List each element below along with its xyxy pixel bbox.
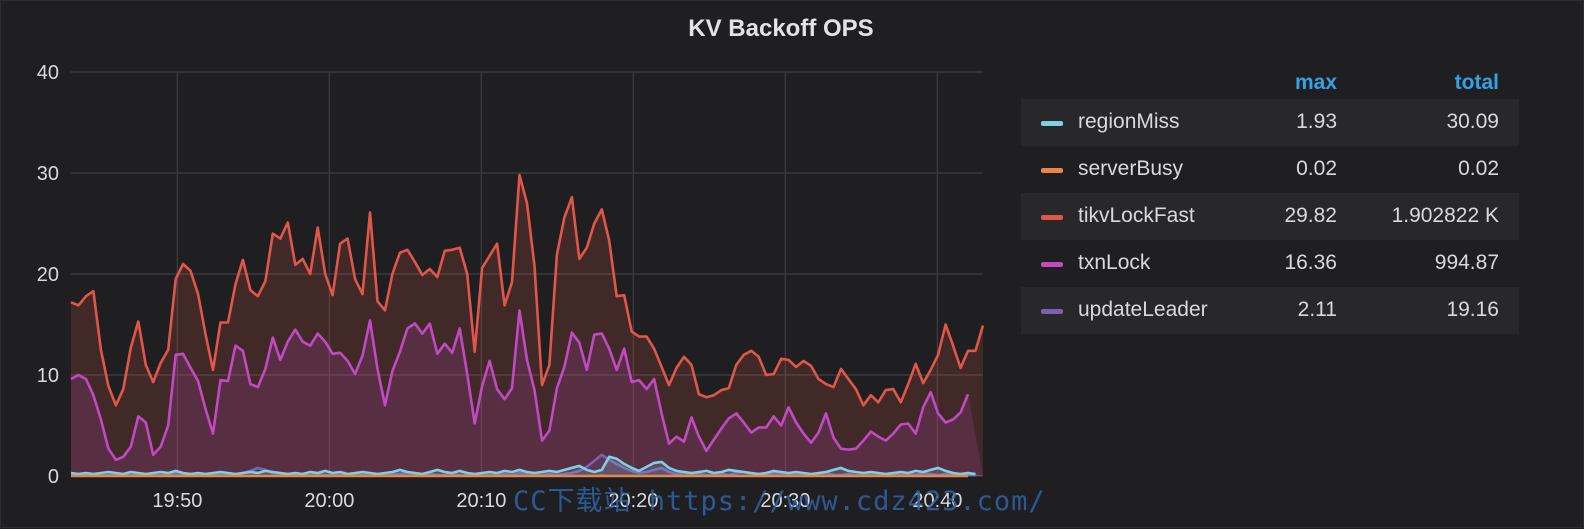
legend-series-name[interactable]: regionMiss bbox=[1078, 110, 1180, 134]
legend-series-name[interactable]: tikvLockFast bbox=[1078, 204, 1195, 228]
x-tick-label: 20:10 bbox=[456, 490, 506, 512]
x-tick-label: 20:00 bbox=[304, 490, 354, 512]
legend-max-value: 16.36 bbox=[1284, 251, 1337, 275]
x-tick-label: 19:50 bbox=[152, 490, 202, 512]
legend-total-value: 19.16 bbox=[1446, 298, 1499, 322]
y-tick-label: 0 bbox=[48, 466, 59, 488]
legend-max-value: 29.82 bbox=[1284, 204, 1337, 228]
legend-swatch[interactable] bbox=[1041, 262, 1063, 267]
watermark-text: CC下载站 https://www.cdz423.com/ bbox=[513, 479, 1046, 518]
legend-total-value: 1.902822 K bbox=[1392, 204, 1499, 228]
series-group bbox=[71, 175, 983, 476]
legend-total-value: 0.02 bbox=[1458, 157, 1499, 181]
legend-max-value: 1.93 bbox=[1296, 110, 1337, 134]
legend-max-value: 0.02 bbox=[1296, 157, 1337, 181]
legend-header-max[interactable]: max bbox=[1295, 71, 1337, 95]
legend-row-tikvLockFast[interactable]: tikvLockFast 29.82 1.902822 K bbox=[1021, 193, 1519, 240]
y-axis: 0 10 20 30 40 bbox=[37, 62, 59, 488]
legend-row-regionMiss[interactable]: regionMiss 1.93 30.09 bbox=[1021, 99, 1519, 146]
legend-series-name[interactable]: updateLeader bbox=[1078, 298, 1208, 322]
y-tick-label: 30 bbox=[37, 163, 59, 185]
legend-row-serverBusy[interactable]: serverBusy 0.02 0.02 bbox=[1021, 146, 1519, 193]
legend-total-value: 30.09 bbox=[1446, 110, 1499, 134]
legend-row-updateLeader[interactable]: updateLeader 2.11 19.16 bbox=[1021, 287, 1519, 334]
legend-max-value: 2.11 bbox=[1298, 298, 1337, 322]
legend-header-total[interactable]: total bbox=[1455, 71, 1499, 95]
legend-swatch[interactable] bbox=[1041, 215, 1063, 220]
y-tick-label: 40 bbox=[37, 62, 59, 84]
legend-swatch[interactable] bbox=[1041, 121, 1063, 126]
y-tick-label: 20 bbox=[37, 264, 59, 286]
legend-row-txnLock[interactable]: txnLock 16.36 994.87 bbox=[1021, 240, 1519, 287]
legend-series-name[interactable]: serverBusy bbox=[1078, 157, 1183, 181]
legend-swatch[interactable] bbox=[1041, 168, 1063, 173]
y-tick-label: 10 bbox=[37, 365, 59, 387]
legend-total-value: 994.87 bbox=[1435, 251, 1499, 275]
legend-header: max total bbox=[1021, 67, 1519, 99]
legend-table: max total regionMiss 1.93 30.09 serverBusy 0… bbox=[1021, 67, 1519, 334]
legend-swatch[interactable] bbox=[1041, 309, 1063, 314]
legend-series-name[interactable]: txnLock bbox=[1078, 251, 1150, 275]
